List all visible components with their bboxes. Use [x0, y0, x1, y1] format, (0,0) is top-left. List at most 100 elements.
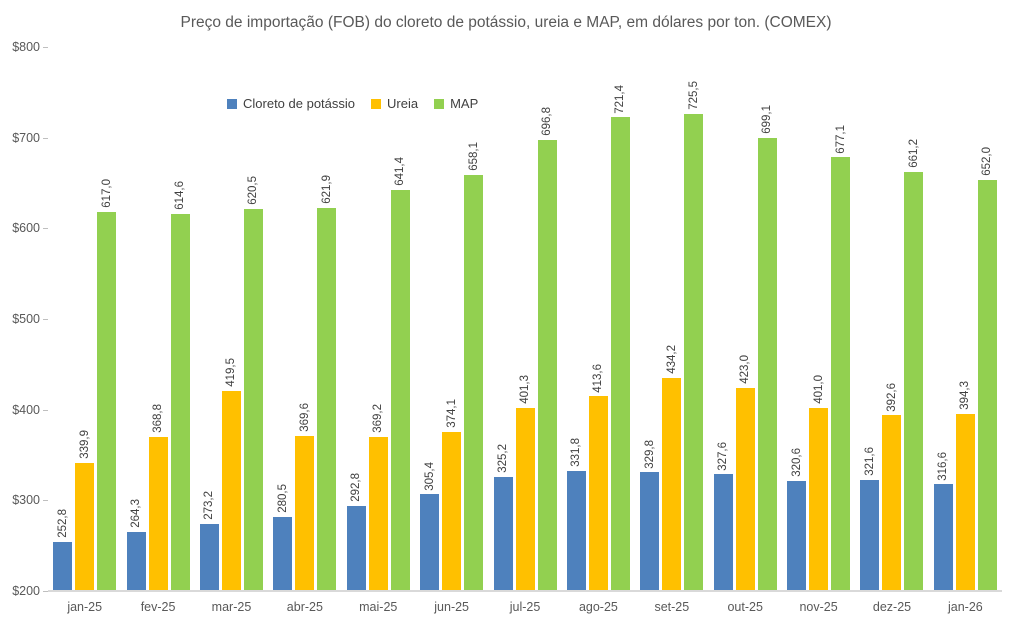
bar-map — [977, 180, 997, 590]
bar-column: 658,1 — [464, 142, 484, 590]
bar-group-mar-25: 273,2 419,5 620,5 — [195, 48, 268, 590]
y-axis-label: $700 — [12, 130, 40, 145]
bar-map — [170, 214, 190, 590]
bar-column: 331,8 — [566, 438, 586, 590]
x-axis-label-out-25: out-25 — [727, 600, 763, 614]
bar-value-label: 325,2 — [497, 443, 510, 473]
legend-label: Cloreto de potássio — [243, 96, 356, 111]
bar-ureia — [368, 436, 388, 590]
bar-cloreto-de-potassio — [640, 472, 660, 590]
bar-value-label: 652,0 — [981, 147, 994, 177]
bar-column: 699,1 — [757, 104, 777, 590]
bar-map — [537, 139, 557, 590]
bar-value-label: 369,2 — [372, 403, 385, 433]
bar-value-label: 641,4 — [394, 157, 407, 186]
bar-value-label: 321,6 — [863, 446, 876, 476]
bar-group-jan-26: 316,6 394,3 652,0 — [929, 48, 1002, 590]
bar-map — [243, 208, 263, 590]
bar-column: 252,8 — [53, 509, 73, 590]
bar-ureia — [735, 387, 755, 590]
bar-column: 368,8 — [148, 404, 168, 590]
bar-column: 401,3 — [515, 374, 535, 590]
bar-value-label: 320,6 — [790, 447, 803, 477]
y-axis-tick — [43, 137, 48, 139]
y-axis-tick — [43, 47, 48, 48]
legend-swatch-icon — [434, 98, 445, 109]
bar-ureia — [442, 432, 462, 590]
y-axis-label: $200 — [12, 584, 40, 598]
x-axis-label-jun-25: jun-25 — [434, 600, 470, 614]
bar-ureia — [809, 407, 829, 590]
x-axis-label-mar-25: mar-25 — [211, 600, 252, 614]
bar-column: 620,5 — [243, 175, 263, 590]
bar-cloreto-de-potassio — [713, 474, 733, 590]
x-axis-label-jul-25: jul-25 — [509, 600, 541, 614]
bar-value-label: 614,6 — [174, 181, 187, 211]
bar-value-label: 368,8 — [152, 404, 165, 433]
bar-group-nov-25: 320,6 401,0 677,1 — [782, 48, 855, 590]
bar-group-out-25: 327,6 423,0 699,1 — [709, 48, 782, 590]
bar-column: 329,8 — [640, 440, 660, 590]
x-axis-label-set-25: set-25 — [654, 600, 690, 614]
bar-group-abr-25: 280,5 369,6 621,9 — [268, 48, 341, 590]
bar-ureia — [955, 413, 975, 590]
bar-cloreto-de-potassio — [53, 542, 73, 590]
bar-value-label: 699,1 — [761, 104, 774, 134]
bar-column: 264,3 — [126, 499, 146, 590]
bar-group-jan-25: 252,8 339,9 617,0 — [48, 48, 121, 590]
bar-group-dez-25: 321,6 392,6 661,2 — [855, 48, 928, 590]
y-axis: $200 $300 $400 $500 $600 $700 $800 — [0, 0, 48, 630]
bar-column: 725,5 — [684, 80, 704, 590]
bar-value-label: 419,5 — [225, 358, 238, 387]
bar-column: 273,2 — [199, 491, 219, 590]
bar-ureia — [515, 407, 535, 590]
bar-column: 641,4 — [390, 157, 410, 590]
x-axis-label-jan-25: jan-25 — [67, 600, 103, 614]
bar-group-fev-25: 264,3 368,8 614,6 — [121, 48, 194, 590]
bar-value-label: 661,2 — [907, 139, 920, 168]
bar-value-label: 394,3 — [959, 381, 972, 410]
bar-cloreto-de-potassio — [346, 505, 366, 590]
y-axis-label: $800 — [12, 40, 40, 54]
bar-value-label: 423,0 — [739, 355, 752, 384]
plot-area: 252,8 339,9 617,0 264,3 368,8 614,6 273,2 419,5… — [48, 48, 1002, 592]
bar-value-label: 327,6 — [717, 441, 730, 471]
bar-value-label: 721,4 — [614, 84, 627, 114]
bar-value-label: 252,8 — [56, 509, 69, 539]
legend-item-map: MAP — [434, 96, 478, 111]
legend-label: MAP — [450, 96, 479, 111]
x-axis-label-mai-25: mai-25 — [359, 600, 398, 614]
bar-ureia — [148, 437, 168, 590]
bar-ureia — [662, 377, 682, 590]
bar-cloreto-de-potassio — [860, 479, 880, 590]
bar-value-label: 620,5 — [247, 175, 260, 205]
bar-cloreto-de-potassio — [493, 476, 513, 590]
y-axis-tick — [43, 228, 48, 230]
bar-column: 316,6 — [933, 451, 953, 590]
y-axis-label: $600 — [12, 221, 40, 236]
bar-ureia — [75, 463, 95, 590]
bar-value-label: 621,9 — [320, 174, 333, 204]
bar-column: 434,2 — [662, 345, 682, 590]
bar-value-label: 677,1 — [834, 124, 847, 154]
y-axis-tick — [43, 319, 48, 320]
bar-map — [97, 211, 117, 590]
bar-column: 394,3 — [955, 381, 975, 590]
bar-group-mai-25: 292,8 369,2 641,4 — [342, 48, 415, 590]
bar-column: 321,6 — [860, 446, 880, 590]
bar-value-label: 725,5 — [687, 80, 700, 110]
x-axis-label-jan-26: jan-26 — [948, 600, 983, 614]
bar-value-label: 316,6 — [937, 451, 950, 481]
bar-column: 617,0 — [97, 179, 117, 590]
bar-cloreto-de-potassio — [566, 470, 586, 590]
bar-column: 325,2 — [493, 443, 513, 590]
bar-ureia — [588, 396, 608, 590]
bar-map — [610, 117, 630, 590]
bar-value-label: 401,3 — [519, 374, 532, 404]
legend-label: Ureia — [387, 96, 419, 111]
bar-column: 721,4 — [610, 84, 630, 590]
bar-value-label: 413,6 — [592, 363, 605, 393]
bar-column: 320,6 — [787, 447, 807, 590]
bar-group-ago-25: 331,8 413,6 721,4 — [562, 48, 635, 590]
bar-column: 413,6 — [588, 363, 608, 590]
